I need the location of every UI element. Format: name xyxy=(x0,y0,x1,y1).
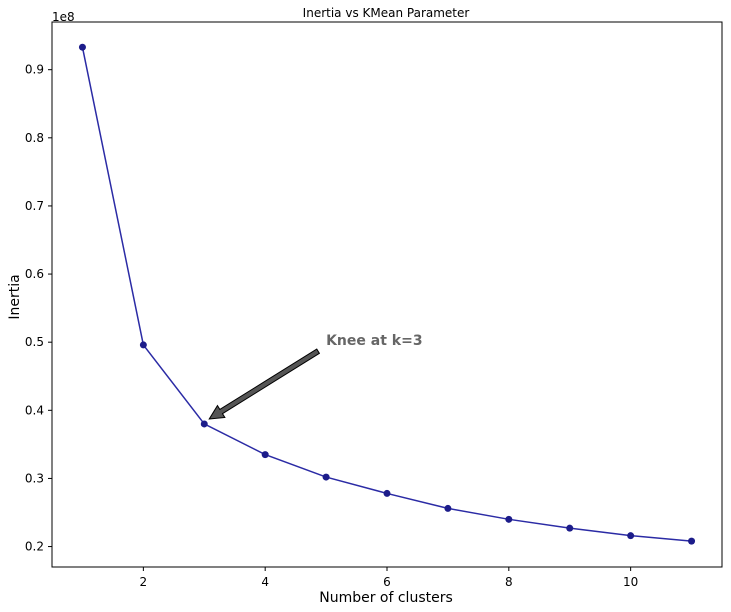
y-axis-ticks: 0.2 0.3 0.4 0.5 0.6 0.7 0.8 0.9 xyxy=(25,63,52,554)
x-tick-label: 4 xyxy=(261,575,269,589)
y-tick-label: 0.4 xyxy=(25,403,44,417)
y-tick-label: 0.6 xyxy=(25,267,44,281)
x-tick-label: 8 xyxy=(505,575,513,589)
plot-area xyxy=(51,21,723,568)
x-tick-label: 6 xyxy=(383,575,391,589)
annotation-text: Knee at k=3 xyxy=(326,333,422,349)
y-tick-label: 0.3 xyxy=(25,471,44,485)
data-point xyxy=(383,489,391,497)
series-line xyxy=(81,47,692,542)
y-tick-label: 0.5 xyxy=(25,335,44,349)
y-offset-label: 1e8 xyxy=(52,10,75,24)
data-point xyxy=(139,341,147,349)
data-point xyxy=(78,43,86,51)
chart-title: Inertia vs KMean Parameter xyxy=(303,6,470,20)
series-points xyxy=(78,43,696,545)
data-point xyxy=(261,451,269,459)
x-axis-ticks: 2 4 6 8 10 xyxy=(140,567,638,589)
data-point xyxy=(505,515,513,523)
annotation-arrow xyxy=(208,348,321,420)
data-point xyxy=(627,532,635,540)
data-point xyxy=(688,537,696,545)
annotation: Knee at k=3 xyxy=(208,333,423,420)
y-tick-label: 0.2 xyxy=(25,540,44,554)
x-axis-label: Number of clusters xyxy=(319,590,453,606)
data-point xyxy=(444,504,452,512)
y-tick-label: 0.9 xyxy=(25,63,44,77)
y-tick-label: 0.8 xyxy=(25,131,44,145)
data-point xyxy=(200,420,208,428)
data-point xyxy=(322,473,330,481)
y-tick-label: 0.7 xyxy=(25,199,44,213)
x-tick-label: 2 xyxy=(140,575,148,589)
y-axis-label: Inertia xyxy=(7,274,23,319)
data-point xyxy=(566,524,574,532)
x-tick-label: 10 xyxy=(623,575,638,589)
